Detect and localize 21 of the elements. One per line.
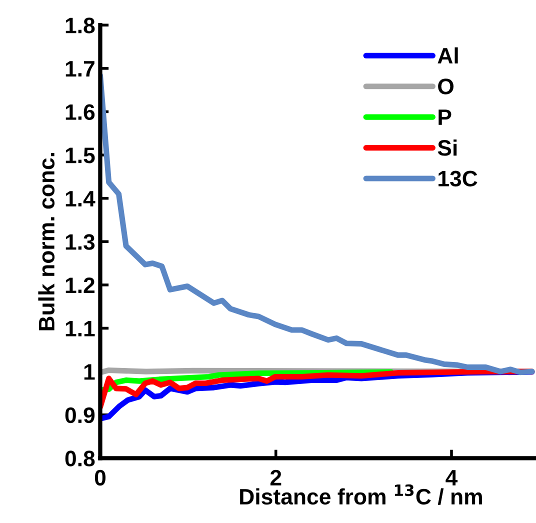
legend-label: 13C — [438, 170, 478, 187]
y-tick-label: 1.5 — [66, 148, 95, 164]
y-tick-label: 1 — [84, 364, 95, 380]
x-tick-label: 4 — [446, 470, 458, 486]
y-tick-label: 0.9 — [65, 407, 95, 424]
y-axis-title: Bulk norm. conc. — [38, 153, 55, 330]
y-tick-label: 1.4 — [66, 191, 96, 206]
y-tick-label: 1.8 — [66, 18, 95, 34]
x-axis-title: Distance from $^{13}$C / nm — [240, 484, 482, 505]
y-tick-label: 1.2 — [66, 277, 94, 293]
legend-label: O — [438, 78, 454, 94]
legend-label: Al — [438, 47, 458, 64]
legend-label: P — [438, 110, 452, 125]
y-tick-label: 1.6 — [66, 104, 95, 120]
y-tick-label: 1.3 — [66, 234, 95, 250]
y-tick-label: 1.7 — [66, 61, 94, 76]
y-tick-label: 0.8 — [65, 450, 95, 466]
legend-label: Si — [438, 139, 457, 156]
y-tick-label: 1.1 — [66, 321, 95, 336]
x-tick-label: 0 — [94, 470, 106, 486]
x-tick-label: 2 — [270, 470, 282, 486]
